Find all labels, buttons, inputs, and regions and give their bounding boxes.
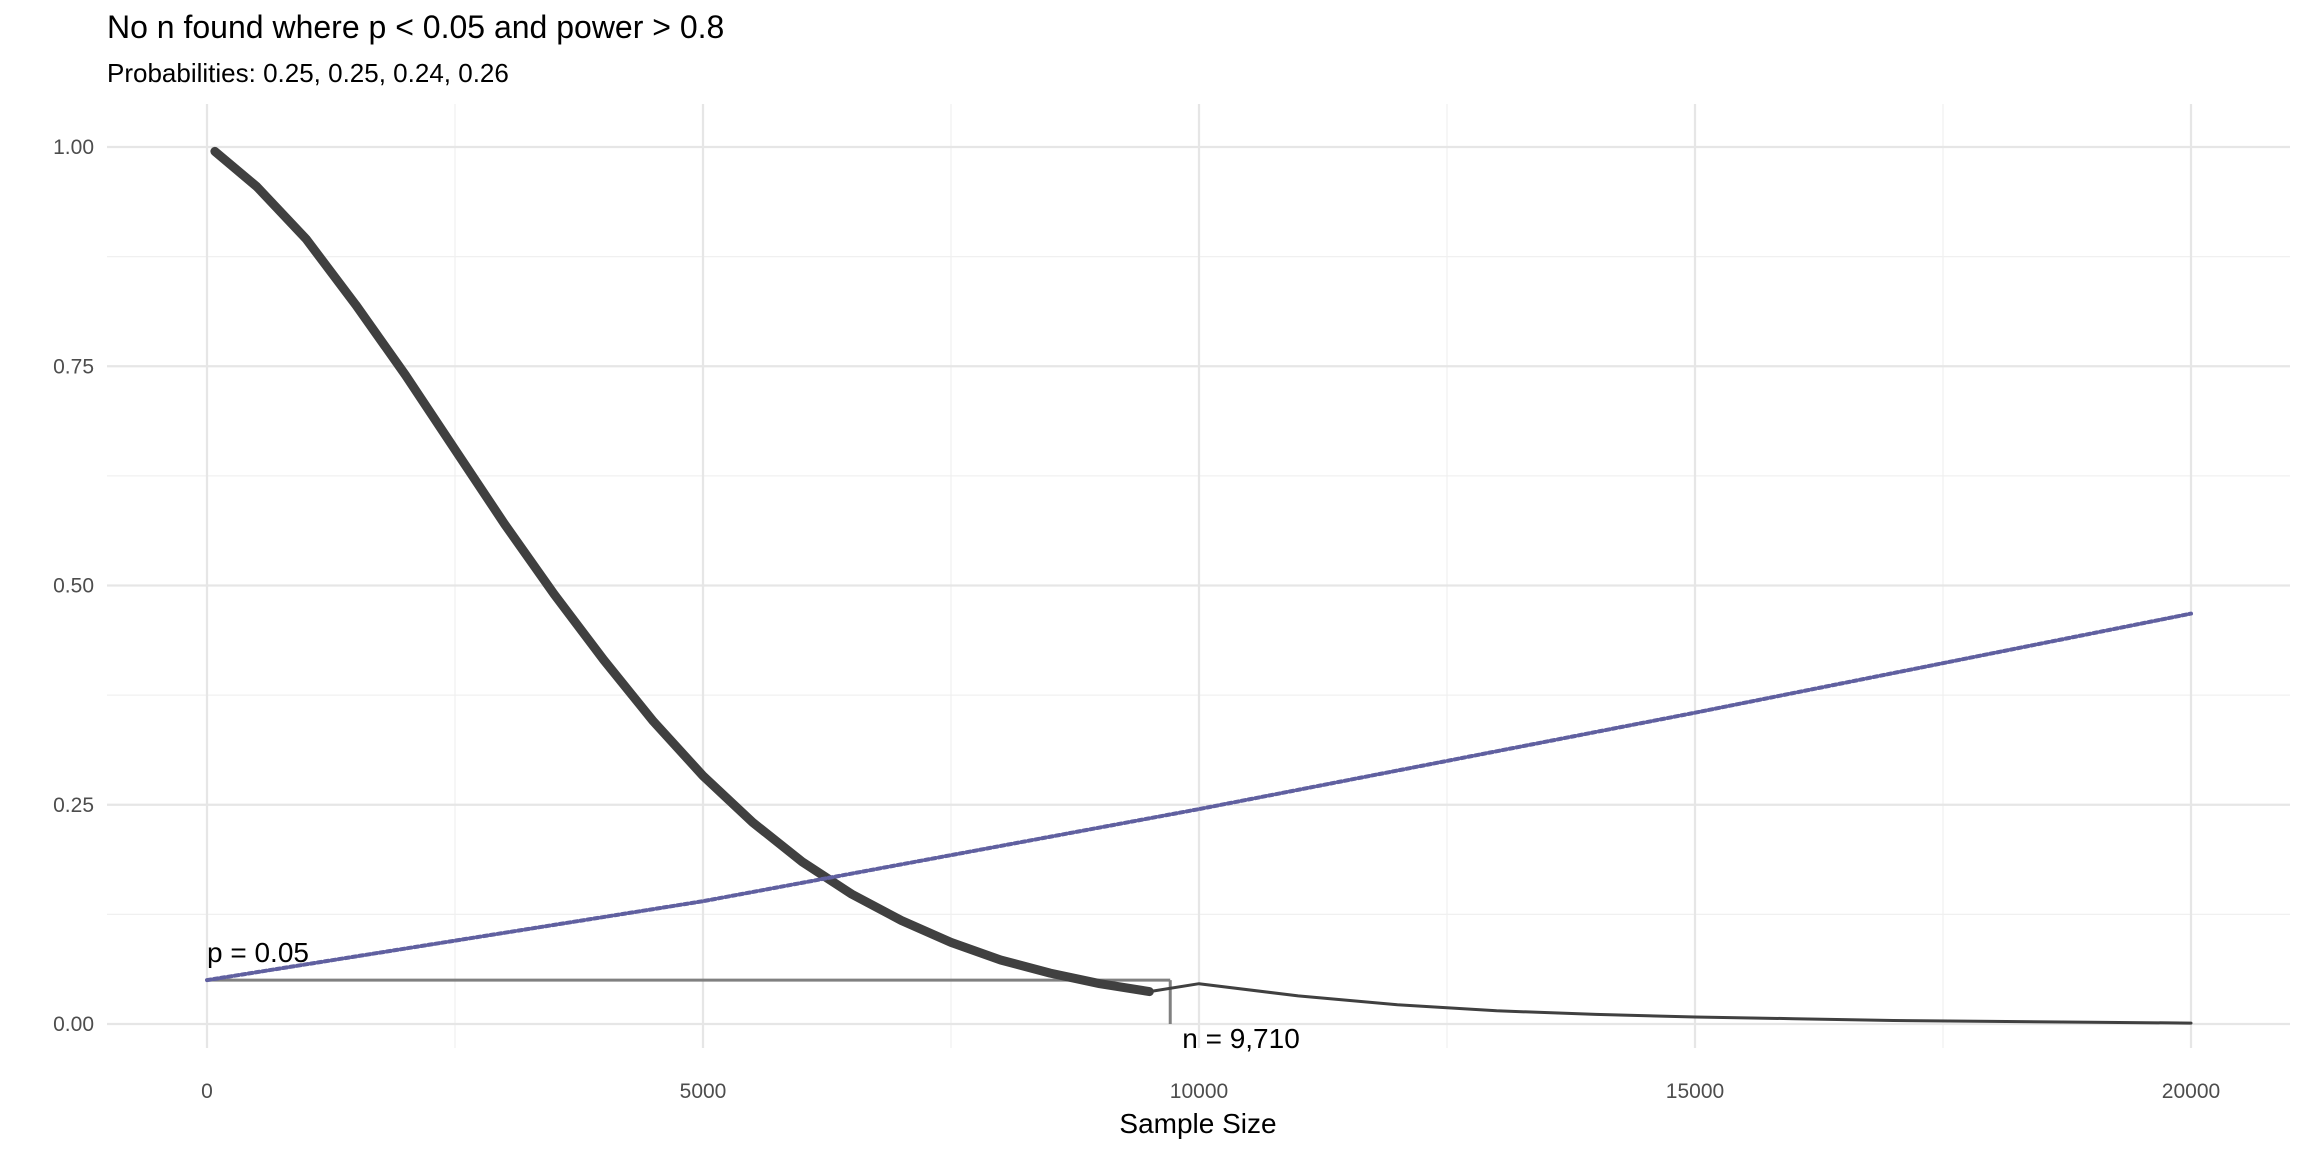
- x-tick-label: 10000: [1170, 1080, 1228, 1103]
- annotation-sample-size: n = 9,710: [1182, 1023, 1300, 1054]
- chart-title: No n found where p < 0.05 and power > 0.…: [107, 9, 724, 45]
- y-axis-ticks: 0.00 0.25 0.50 0.75 1.00: [53, 136, 94, 1036]
- major-gridlines: [107, 104, 2290, 1048]
- y-tick-label: 0.75: [53, 355, 94, 378]
- x-tick-label: 0: [201, 1080, 213, 1103]
- x-tick-label: 5000: [680, 1080, 727, 1103]
- series-layer: [205, 146, 2193, 1025]
- x-tick-label: 15000: [1666, 1080, 1724, 1103]
- p-value-curve-band: [210, 146, 1154, 997]
- reference-lines: [207, 978, 1172, 1024]
- chart-subtitle: Probabilities: 0.25, 0.25, 0.24, 0.26: [107, 58, 509, 88]
- p-value-curve: [213, 149, 2193, 1025]
- y-tick-label: 1.00: [53, 136, 94, 159]
- x-tick-label: 20000: [2162, 1080, 2220, 1103]
- y-tick-label: 0.00: [53, 1013, 94, 1036]
- x-axis-ticks: 0 5000 10000 15000 20000: [201, 1080, 2220, 1103]
- y-tick-label: 0.25: [53, 794, 94, 817]
- x-axis-title: Sample Size: [1119, 1108, 1276, 1139]
- annotation-p-value: p = 0.05: [207, 937, 309, 968]
- y-tick-label: 0.50: [53, 575, 94, 598]
- power-curve: [205, 611, 2193, 983]
